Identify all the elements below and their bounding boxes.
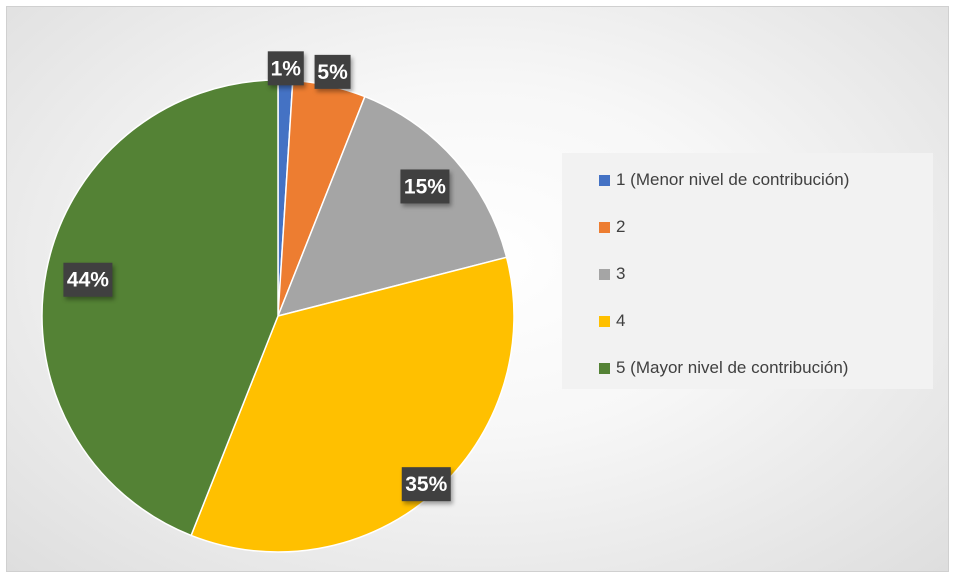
legend-label-4: 4	[616, 311, 626, 330]
data-label-1: 1%	[267, 51, 304, 86]
pie-chart: 1% 5% 15% 35% 44%	[41, 51, 515, 553]
data-label-2: 5%	[314, 54, 351, 89]
legend-swatch-2	[599, 221, 610, 233]
legend-item-4: 4	[599, 309, 625, 333]
legend-swatch-4	[599, 315, 610, 327]
data-label-box-4	[401, 467, 451, 502]
pie-data-labels: 1% 5% 15% 35% 44%	[63, 51, 451, 502]
chart-area: 1% 5% 15% 35% 44% 1 (Menor nivel de contribu…	[6, 6, 949, 572]
legend-label-2: 2	[616, 217, 626, 236]
data-label-box-2	[314, 54, 351, 89]
pie-slice-5	[41, 79, 279, 537]
data-label-text-3: 15%	[404, 175, 446, 198]
legend-swatch-3	[599, 268, 610, 280]
data-label-text-5: 44%	[67, 269, 109, 292]
data-label-5: 44%	[63, 262, 113, 297]
legend-label-3: 3	[616, 264, 626, 283]
data-label-3: 15%	[400, 169, 450, 204]
legend-swatch-1	[599, 174, 610, 186]
data-label-text-1: 1%	[271, 57, 302, 80]
legend-swatch-5	[599, 362, 610, 374]
chart-legend: 1 (Menor nivel de contribución) 2 3 4 5 …	[562, 153, 933, 389]
legend-label-5: 5 (Mayor nivel de contribución)	[616, 358, 849, 377]
legend-item-5: 5 (Mayor nivel de contribución)	[599, 356, 848, 380]
legend-item-2: 2	[599, 215, 625, 239]
data-label-box-5	[63, 262, 113, 297]
data-label-text-4: 35%	[405, 473, 447, 496]
data-label-4: 35%	[401, 467, 451, 502]
legend-item-1: 1 (Menor nivel de contribución)	[599, 168, 849, 192]
data-label-box-1	[267, 51, 304, 86]
data-label-box-3	[400, 169, 450, 204]
pie-slice-3	[276, 95, 508, 318]
legend-label-1: 1 (Menor nivel de contribución)	[616, 170, 850, 189]
data-label-text-2: 5%	[317, 61, 348, 84]
legend-item-3: 3	[599, 262, 625, 286]
